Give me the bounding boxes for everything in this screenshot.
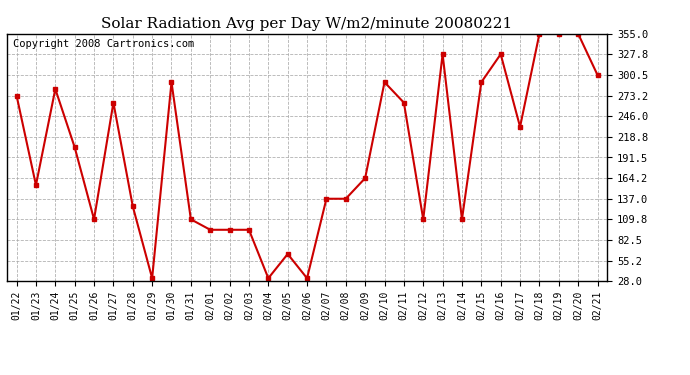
Title: Solar Radiation Avg per Day W/m2/minute 20080221: Solar Radiation Avg per Day W/m2/minute … xyxy=(101,17,513,31)
Text: Copyright 2008 Cartronics.com: Copyright 2008 Cartronics.com xyxy=(13,39,194,49)
